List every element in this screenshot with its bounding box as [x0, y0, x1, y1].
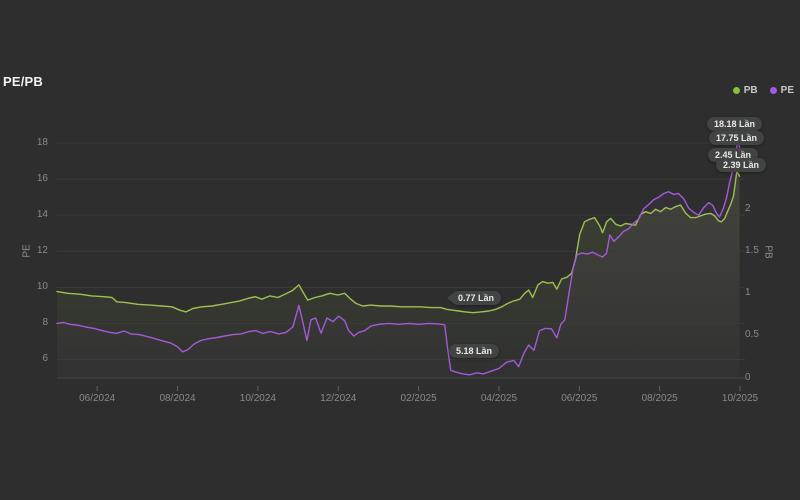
legend-label-pb: PB: [743, 85, 758, 96]
x-axis-tick-label: 08/2024: [159, 393, 196, 404]
chart-title: PE/PB: [3, 74, 44, 89]
right-axis-tick-label: 1: [745, 287, 751, 299]
pe-area: [57, 139, 740, 378]
right-axis-tick-label: 0: [745, 371, 751, 383]
x-axis-tick-label: 10/2024: [239, 393, 276, 404]
tooltip-pe-hover: 5.18 Lần: [449, 344, 500, 358]
left-axis-tick-label: 14: [36, 209, 48, 221]
pe-line: [56, 139, 741, 376]
tooltip-pb-hover: 0.77 Lần: [446, 291, 502, 305]
left-axis-tick-label: 10: [36, 281, 48, 293]
pb-series-dot-icon: [732, 87, 740, 94]
x-axis-tick-label: 08/2025: [641, 393, 678, 404]
right-axis-tick-label: 1.5: [745, 245, 759, 257]
pe-series-dot-icon: [769, 87, 777, 94]
legend-item-pb[interactable]: PB: [732, 85, 758, 96]
x-axis-tick-label: 06/2024: [79, 393, 116, 404]
right-axis-tick-label: 0.5: [745, 329, 759, 341]
x-axis-tick-label: 12/2024: [320, 393, 357, 404]
legend-item-pe[interactable]: PE: [769, 85, 794, 96]
left-axis-tick-label: 6: [42, 353, 48, 365]
chart-legend: PB PE: [732, 85, 794, 96]
x-axis-tick-label: 04/2025: [480, 393, 518, 404]
x-axis-tick-label: 02/2025: [400, 393, 437, 404]
legend-label-pe: PE: [780, 85, 794, 96]
left-axis-tick-label: 16: [36, 173, 48, 185]
pb-line: [56, 170, 741, 314]
right-axis-title: PB: [762, 245, 774, 259]
left-axis-tick-label: 8: [42, 317, 48, 329]
left-axis-tick-label: 18: [36, 137, 48, 149]
tooltip-pe-max: 18.18 Lần: [706, 117, 762, 131]
left-axis-tick-label: 12: [36, 245, 48, 257]
tooltip-pe-latest: 17.75 Lần: [708, 131, 764, 145]
x-axis-tick-label: 10/2025: [721, 393, 759, 404]
x-axis-tick-label: 06/2025: [561, 393, 598, 404]
right-axis-tick-label: 2: [745, 203, 751, 215]
tooltip-pb-latest: 2.39 Lần: [715, 158, 766, 172]
